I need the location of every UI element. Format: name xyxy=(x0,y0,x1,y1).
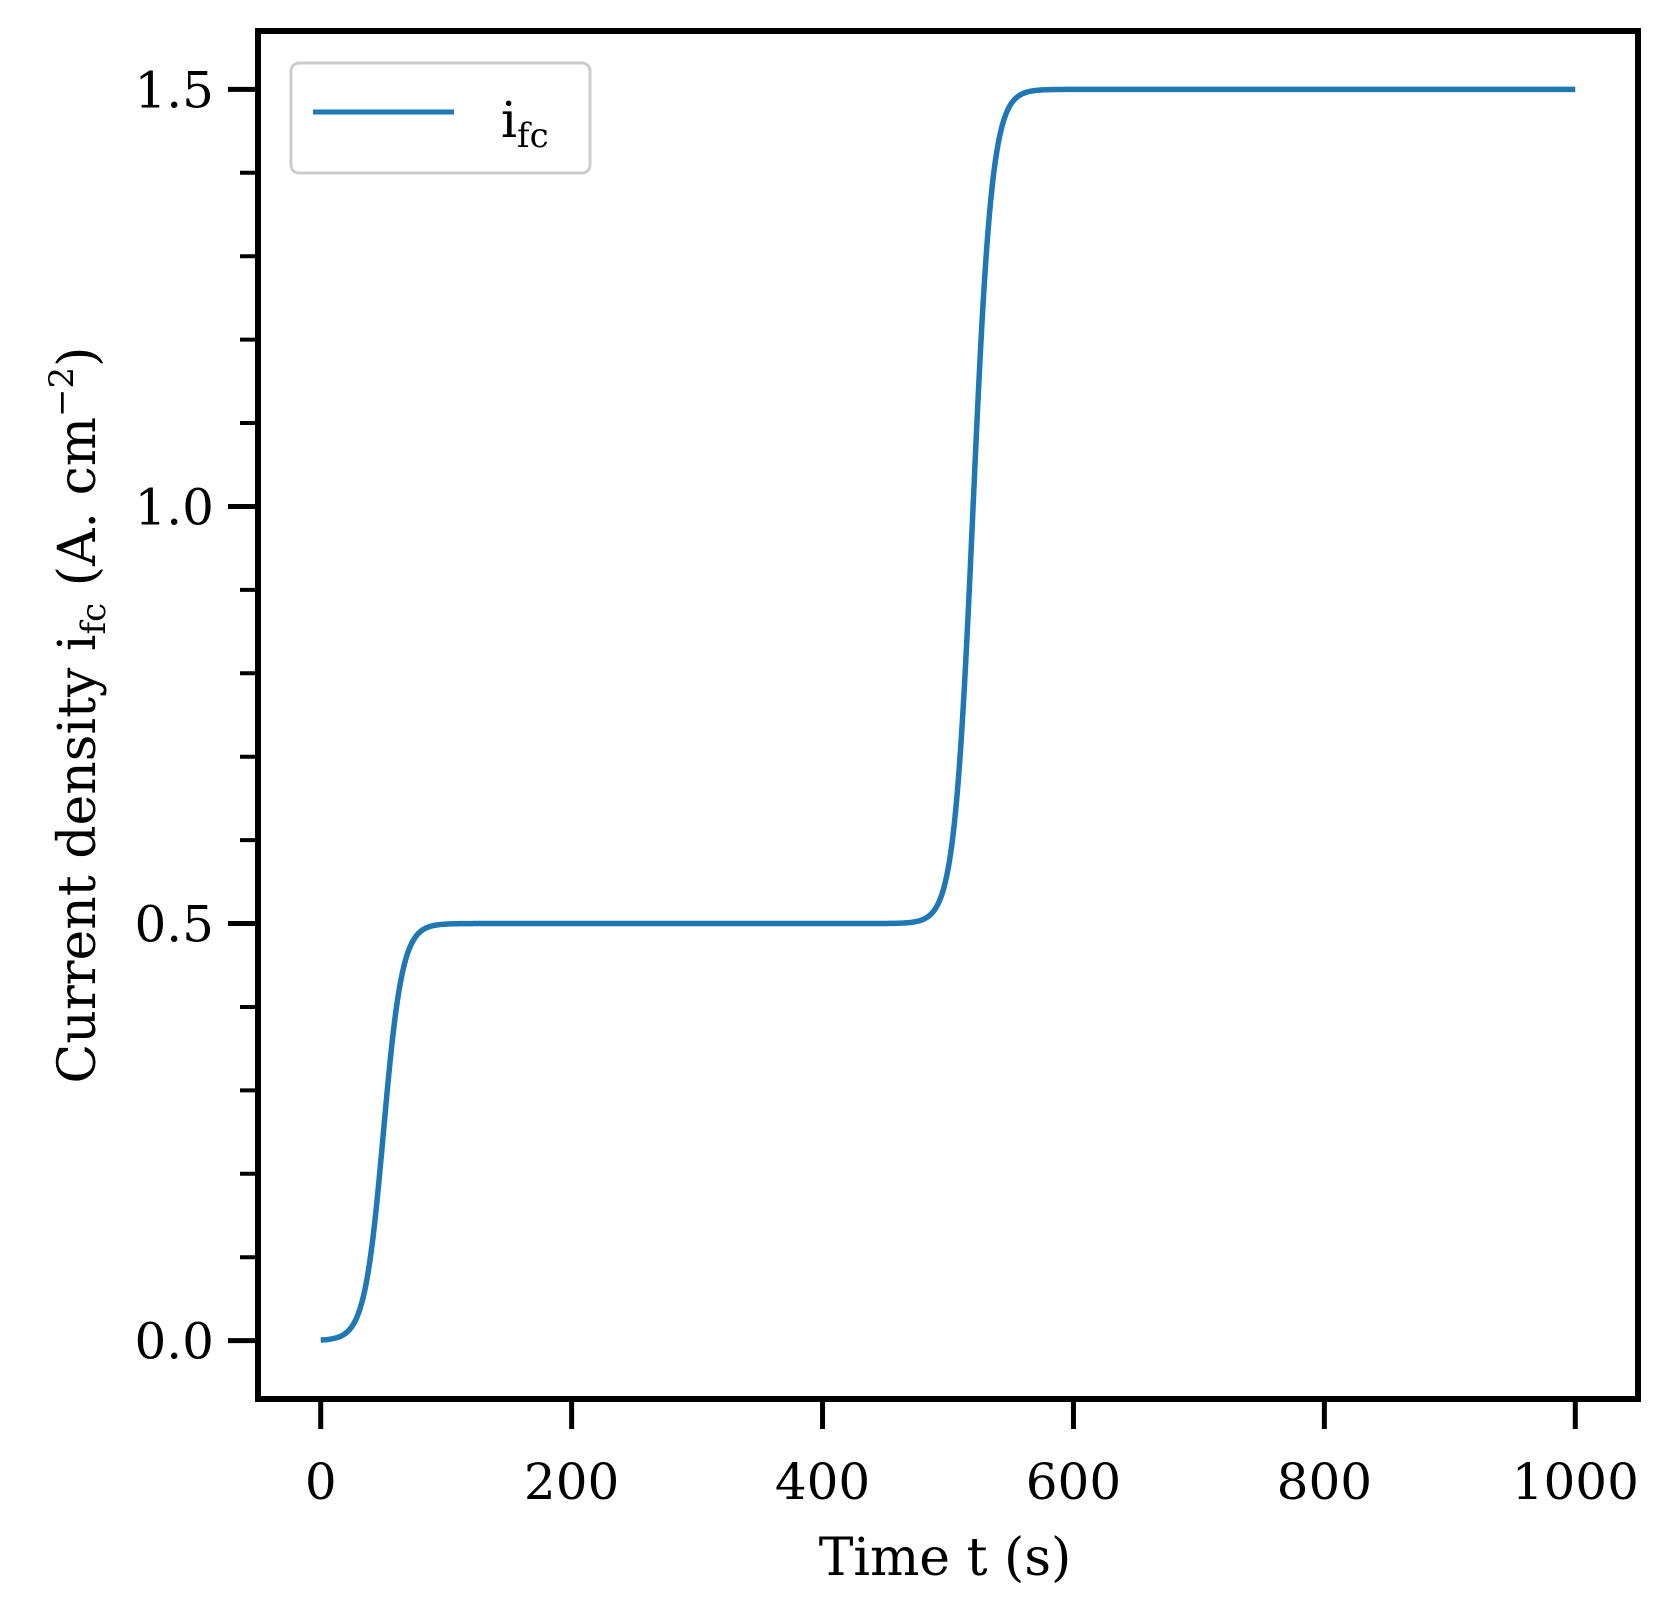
y-axis-label: Current density ifc (A. cm−2) xyxy=(42,347,114,1084)
series-line-ifc xyxy=(319,86,1577,1343)
x-tick-label: 800 xyxy=(1277,1453,1372,1511)
legend-label-sub: fc xyxy=(517,116,549,156)
legend-label: ifc xyxy=(501,91,549,156)
y-axis-label-middle: (A. cm xyxy=(48,417,108,603)
y-tick-label: 0.0 xyxy=(134,1313,214,1371)
x-tick-label: 1000 xyxy=(1512,1453,1639,1511)
y-axis-label-sub: fc xyxy=(74,603,114,635)
y-tick-label: 1.5 xyxy=(134,61,214,119)
plot-frame xyxy=(255,28,1641,1402)
y-axis-label-sup: −2 xyxy=(42,367,82,417)
tick-group: 0 200 400 600 800 1000 0.0 0.5 1.0 1.5 xyxy=(134,61,1638,1511)
x-tick-label: 400 xyxy=(775,1453,870,1511)
y-tick-label: 0.5 xyxy=(134,896,214,954)
legend: ifc xyxy=(289,61,592,175)
y-axis-label-suffix: ) xyxy=(48,347,108,367)
legend-label-main: i xyxy=(501,91,517,149)
x-tick-label: 600 xyxy=(1026,1453,1121,1511)
x-axis-label: Time t (s) xyxy=(819,1528,1072,1588)
x-tick-label: 200 xyxy=(524,1453,619,1511)
y-axis-label-prefix: Current density i xyxy=(48,634,108,1083)
legend-box xyxy=(289,61,592,175)
series-group xyxy=(319,86,1577,1343)
x-tick-label: 0 xyxy=(305,1453,337,1511)
y-tick-label: 1.0 xyxy=(134,478,214,536)
